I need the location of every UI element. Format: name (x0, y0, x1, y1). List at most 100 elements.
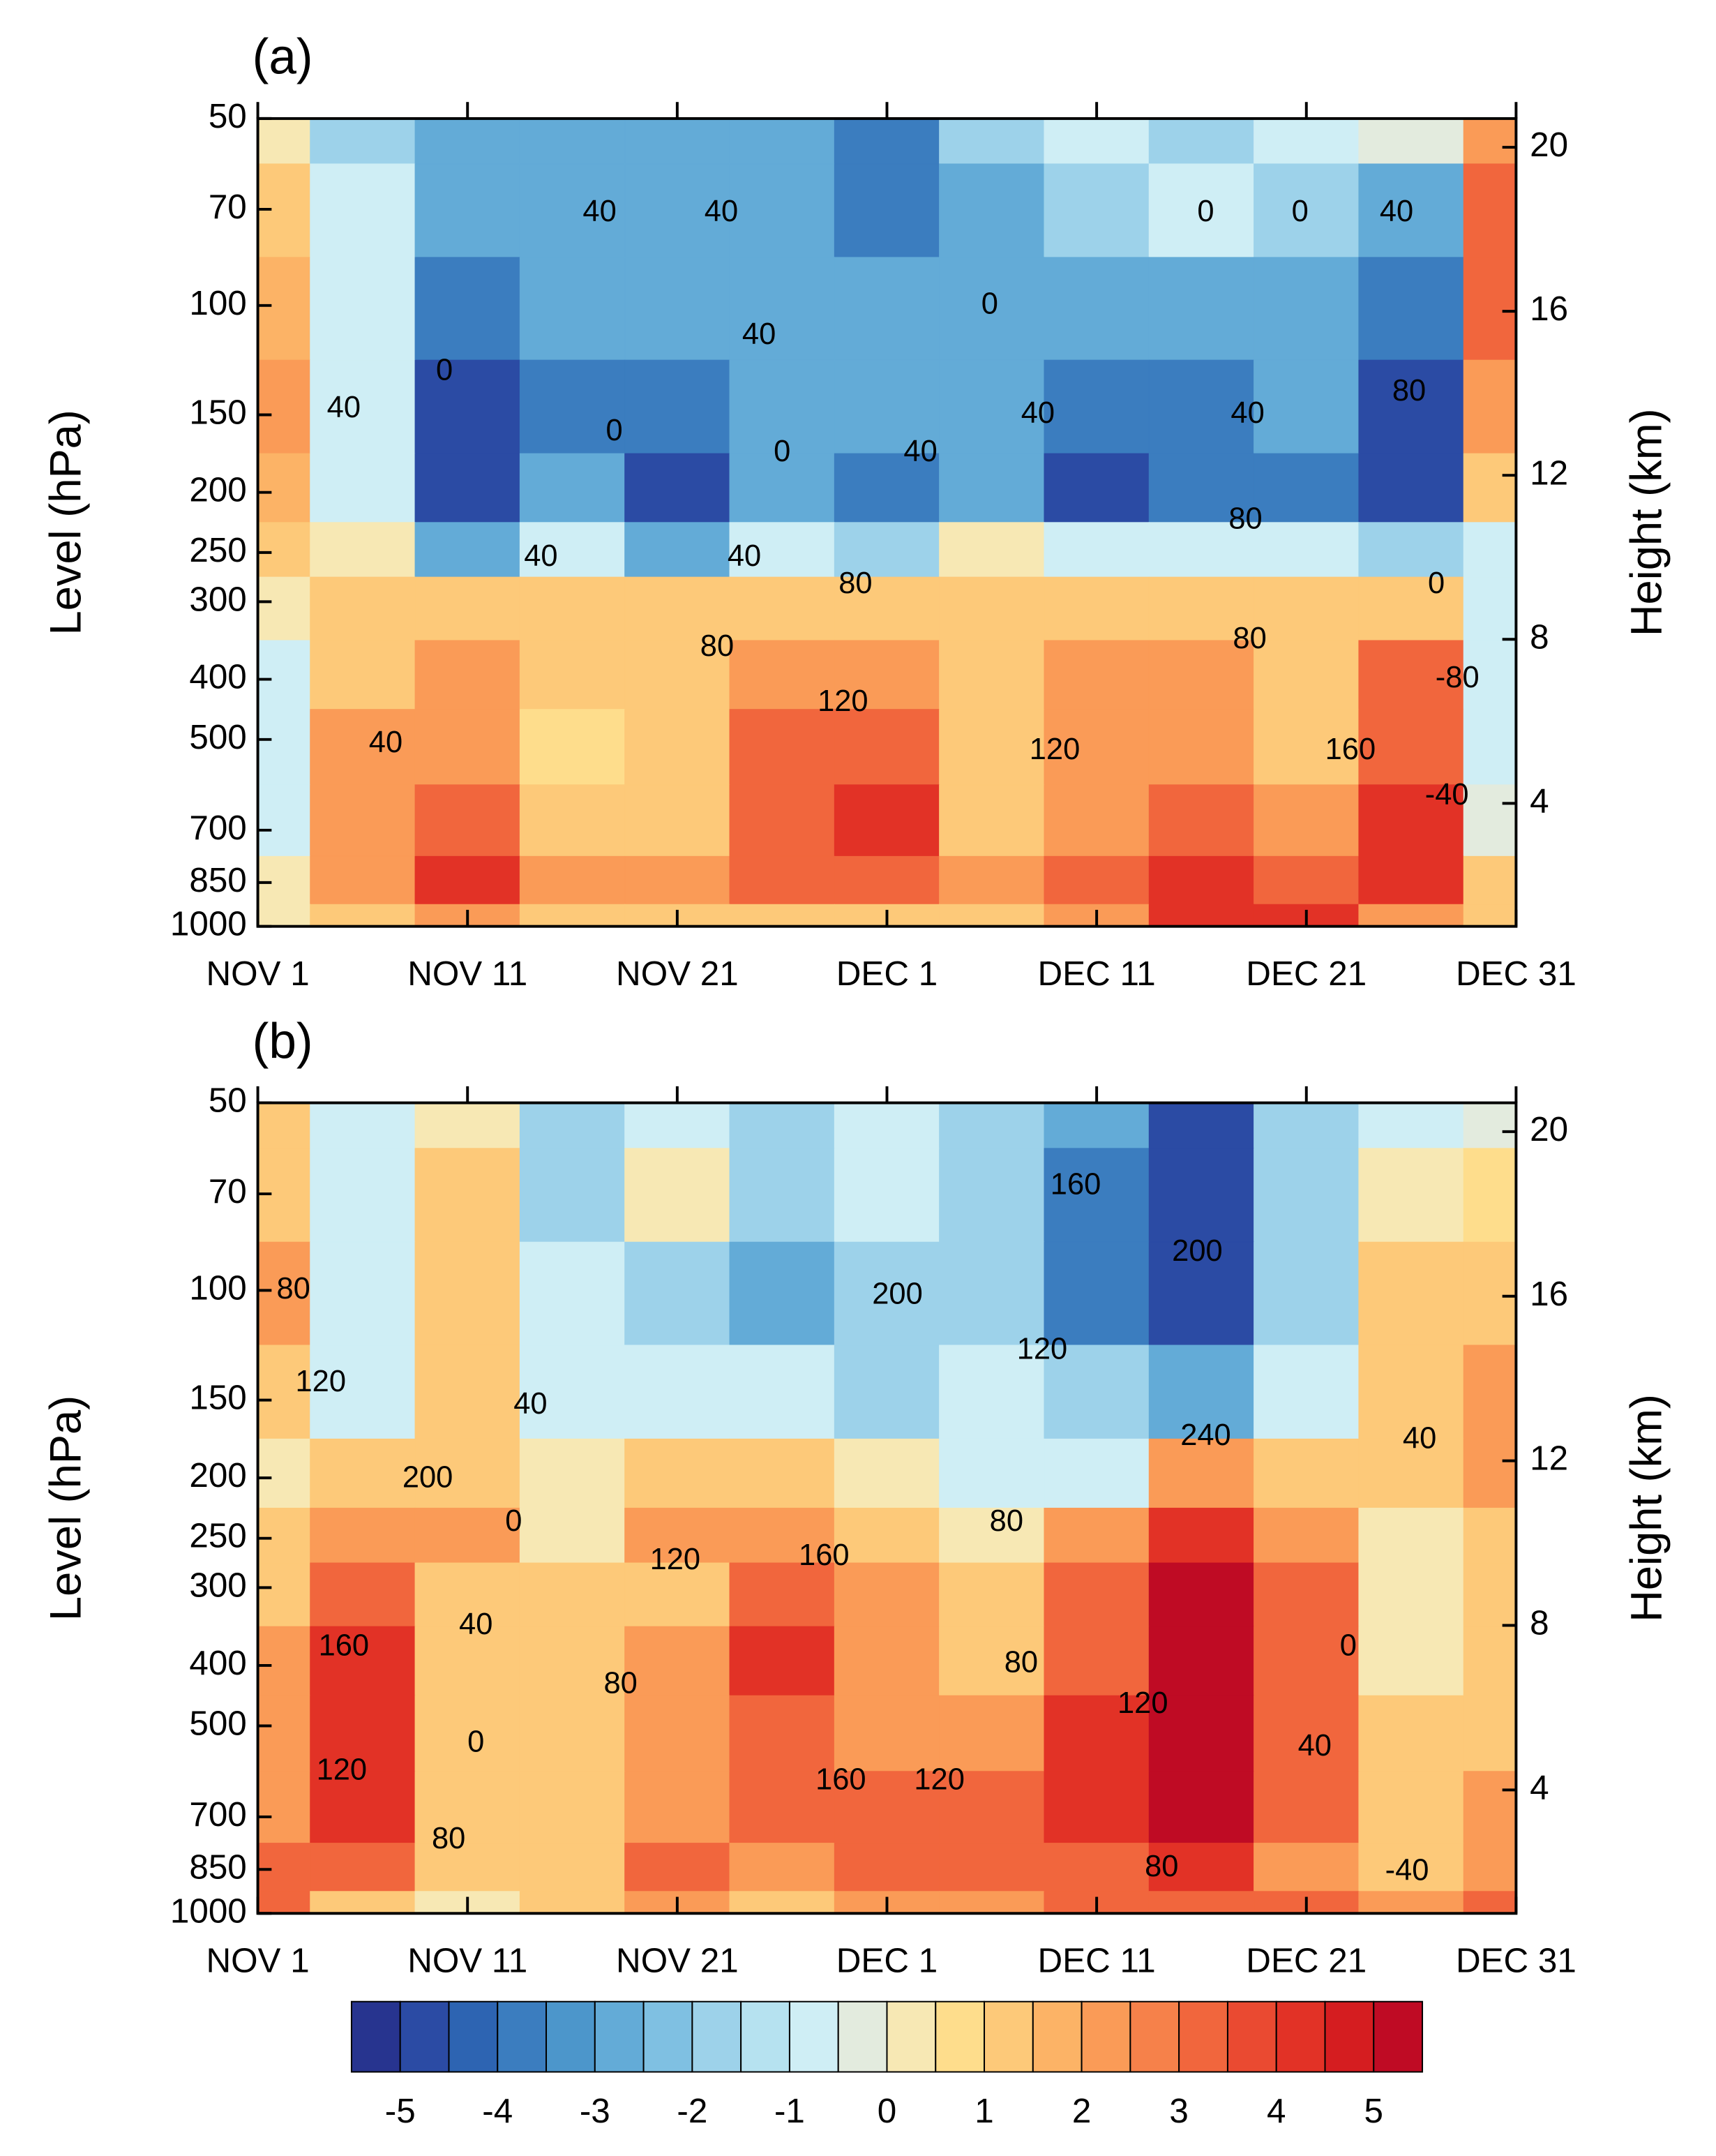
field-cell (1358, 1241, 1464, 1346)
field-cell (1463, 163, 1516, 258)
field-cell (257, 576, 311, 641)
y2-tick-label: 8 (1530, 617, 1549, 656)
field-cell (257, 1241, 311, 1346)
field-cell (1358, 1507, 1464, 1564)
field-cell (624, 118, 730, 165)
field-cell (414, 359, 520, 454)
field-cell (1044, 1695, 1150, 1772)
field-cell (1044, 855, 1150, 905)
colorbar-box (1032, 2000, 1083, 2073)
field-cell (939, 640, 1045, 710)
field-cell (414, 522, 520, 578)
contour-label: 80 (1233, 622, 1266, 655)
colorbar-box (497, 2000, 548, 2073)
contour-label: 120 (914, 1763, 965, 1797)
field-cell (729, 1507, 835, 1564)
field-cell (1044, 163, 1150, 258)
colorbar-tick-label: 4 (1267, 2092, 1286, 2130)
field-cell (519, 904, 626, 927)
colorbar-tick-label: 3 (1169, 2092, 1188, 2130)
field-cell (414, 1102, 520, 1149)
field-cell (1358, 1626, 1464, 1696)
field-cell (310, 1771, 416, 1844)
field-cell (1148, 1891, 1255, 1914)
field-cell (519, 709, 626, 786)
y-tick-label: 200 (189, 471, 246, 509)
field-cell (310, 1843, 416, 1892)
contour-label: 0 (1292, 195, 1309, 228)
field-cell (939, 709, 1045, 786)
field-cell (1358, 576, 1464, 641)
field-cell (939, 1891, 1045, 1914)
field-cell (1044, 118, 1150, 165)
field-cell (1254, 1345, 1360, 1439)
contour-label: 0 (436, 354, 453, 387)
contour-label: 80 (432, 1822, 465, 1855)
field-cell (939, 784, 1045, 857)
field-cell (624, 784, 730, 857)
field-cell (729, 163, 835, 258)
contour-label: 40 (1298, 1729, 1332, 1762)
field-cell (1044, 576, 1150, 641)
y2-tick-label: 12 (1530, 1439, 1568, 1478)
contour-label: 40 (369, 726, 402, 759)
y-tick-label: 300 (189, 1566, 246, 1604)
x-tick-label: NOV 1 (206, 955, 309, 993)
field-cell (729, 1891, 835, 1914)
contour-label: 200 (872, 1278, 923, 1311)
field-cell (310, 1102, 416, 1149)
contour-label: -80 (1436, 661, 1480, 694)
field-cell (1148, 257, 1255, 361)
field-cell (624, 855, 730, 905)
field-cell (310, 453, 416, 523)
field-cell (1148, 1438, 1255, 1509)
field-cell (1148, 522, 1255, 578)
field-cell (1044, 1626, 1150, 1696)
contour-label: 160 (815, 1763, 866, 1797)
field-cell (257, 1626, 311, 1696)
panel-label: (b) (253, 1014, 313, 1069)
contour-label: 120 (296, 1365, 347, 1398)
field-cell (310, 855, 416, 905)
field-cell (1254, 118, 1360, 165)
field-cell (1044, 1843, 1150, 1892)
y-tick-label: 300 (189, 580, 246, 618)
contour-label: 80 (1392, 374, 1426, 407)
field-cell (939, 118, 1045, 165)
field-cell (1254, 1102, 1360, 1149)
field-cell (257, 1843, 311, 1892)
contour-label: -40 (1425, 778, 1469, 811)
colorbar-box (740, 2000, 790, 2073)
field-cell (414, 1562, 520, 1627)
field-cell (257, 1102, 311, 1149)
colorbar-box (545, 2000, 596, 2073)
contour-label: 200 (1172, 1234, 1223, 1268)
field-cell (834, 576, 940, 641)
field-cell (310, 1891, 416, 1914)
field-cell (257, 1695, 311, 1772)
contour-label: 160 (1051, 1167, 1101, 1201)
field-cell (624, 453, 730, 523)
field-cell (939, 855, 1045, 905)
field-cell (1254, 855, 1360, 905)
contour-label: 200 (402, 1461, 453, 1495)
colorbar-box (1178, 2000, 1228, 2073)
colorbar-box (1129, 2000, 1180, 2073)
field-cell (1254, 1507, 1360, 1564)
panel-label: (a) (253, 30, 313, 85)
field-cell (1044, 1438, 1150, 1509)
field-cell (519, 1771, 626, 1844)
field-cell (257, 784, 311, 857)
colorbar-box (837, 2000, 888, 2073)
field-cell (729, 359, 835, 454)
field-cell (257, 118, 311, 165)
field-cell (1254, 1843, 1360, 1892)
contour-label: 40 (705, 195, 738, 228)
field-cell (257, 1891, 311, 1914)
contour-label: 80 (1228, 502, 1262, 535)
x-tick-label: DEC 31 (1456, 1941, 1576, 1979)
field-cell (1463, 1695, 1516, 1772)
field-cell (1358, 640, 1464, 710)
field-cell (624, 1241, 730, 1346)
colorbar-tick-label: -3 (580, 2092, 610, 2130)
